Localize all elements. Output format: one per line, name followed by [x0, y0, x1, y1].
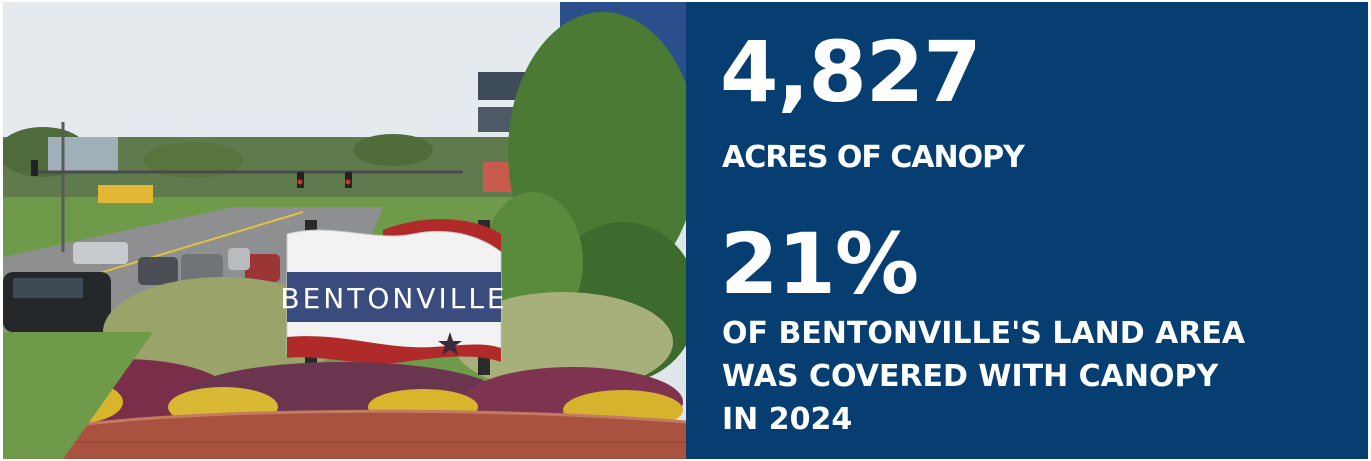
bentonville-street-photo: BENTONVILLE	[3, 2, 686, 459]
land-area-percentage: 21%	[720, 215, 919, 313]
sign-text: BENTONVILLE	[280, 282, 507, 315]
land-area-description: OF BENTONVILLE'S LAND AREA WAS COVERED W…	[722, 312, 1362, 441]
canopy-acres-label: ACRES OF CANOPY	[722, 140, 1025, 175]
land-area-description-line: OF BENTONVILLE'S LAND AREA	[722, 316, 1246, 351]
land-area-description-line: IN 2024	[722, 402, 853, 437]
stats-panel: 4,827 ACRES OF CANOPY 21% OF BENTONVILLE…	[686, 2, 1368, 459]
canopy-acres-value: 4,827	[720, 23, 982, 121]
land-area-description-line: WAS COVERED WITH CANOPY	[722, 359, 1219, 394]
